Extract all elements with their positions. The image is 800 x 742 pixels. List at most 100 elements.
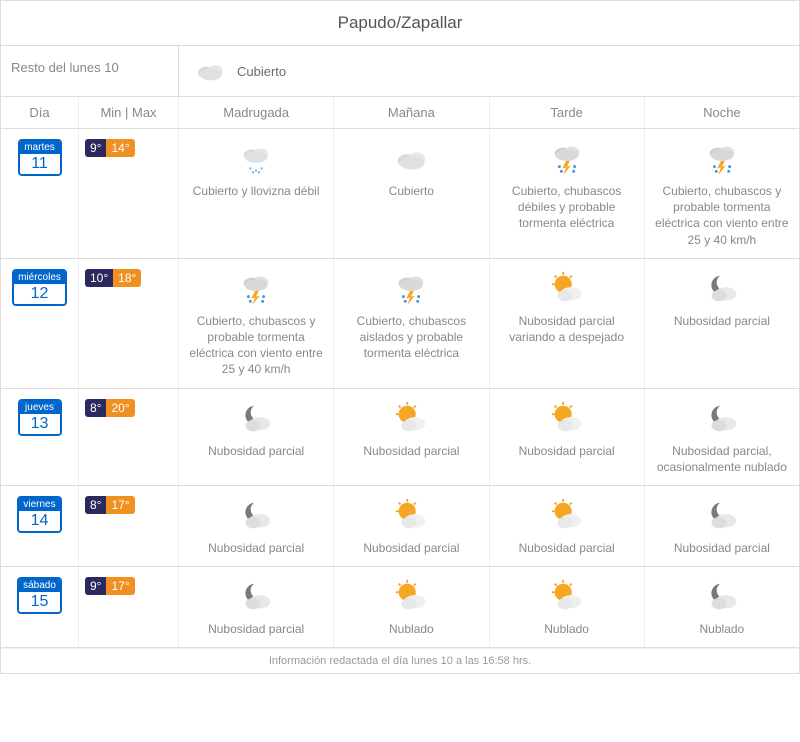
current-label: Resto del lunes 10 (1, 46, 179, 96)
day-number: 12 (14, 284, 65, 304)
date-badge: viernes 14 (17, 496, 61, 533)
minmax-cell: 9° 17° (79, 567, 179, 647)
minmax-cell: 8° 17° (79, 486, 179, 566)
date-badge: miércoles 12 (12, 269, 67, 306)
period-description: Cubierto, chubascos aislados y probable … (340, 313, 482, 362)
period-description: Nubosidad parcial (206, 621, 306, 637)
header-noche: Noche (645, 97, 799, 128)
header-minmax: Min | Max (79, 97, 179, 128)
moon-cloud-icon (237, 399, 275, 439)
period-description: Cubierto, chubascos y probable tormenta … (185, 313, 327, 378)
forecast-days: martes 11 9° 14° Cubierto y llovizna déb… (1, 129, 799, 648)
period-description: Nubosidad parcial (361, 540, 461, 556)
location-title: Papudo/Zapallar (1, 1, 799, 46)
period-cell: Cubierto, chubascos y probable tormenta … (645, 129, 799, 258)
temp-max: 18° (113, 269, 141, 287)
day-number: 13 (20, 414, 60, 434)
temp-badge: 8° 17° (85, 496, 135, 514)
day-cell: jueves 13 (1, 389, 79, 485)
period-cell: Nubosidad parcial, ocasionalmente nublad… (645, 389, 799, 485)
sun-cloud-icon (548, 496, 586, 536)
moon-cloud-icon (703, 269, 741, 309)
sun-cloud-icon (548, 577, 586, 617)
day-of-week: jueves (20, 401, 60, 414)
header-tarde: Tarde (490, 97, 645, 128)
period-cell: Nubosidad parcial (490, 486, 645, 566)
forecast-row: jueves 13 8° 20° Nubosidad parcial Nubos (1, 389, 799, 486)
moon-cloud-icon (703, 496, 741, 536)
day-cell: viernes 14 (1, 486, 79, 566)
period-cell: Nublado (490, 567, 645, 647)
period-cell: Cubierto, chubascos aislados y probable … (334, 259, 489, 388)
day-of-week: viernes (19, 498, 59, 511)
storm-icon (237, 269, 275, 309)
sun-cloud-icon (392, 577, 430, 617)
forecast-row: martes 11 9° 14° Cubierto y llovizna déb… (1, 129, 799, 259)
period-description: Cubierto y llovizna débil (191, 183, 322, 199)
drizzle-icon (237, 139, 275, 179)
current-conditions-row: Resto del lunes 10 Cubierto (1, 46, 799, 97)
period-description: Cubierto, chubascos débiles y probable t… (496, 183, 638, 232)
temp-badge: 10° 18° (85, 269, 141, 287)
period-cell: Nubosidad parcial (179, 389, 334, 485)
forecast-row: sábado 15 9° 17° Nubosidad parcial Nubla (1, 567, 799, 648)
period-cell: Nublado (334, 567, 489, 647)
current-condition-text: Cubierto (237, 64, 286, 79)
temp-min: 9° (85, 139, 106, 157)
forecast-row: viernes 14 8° 17° Nubosidad parcial Nubo (1, 486, 799, 567)
day-number: 15 (19, 592, 60, 612)
header-day: Día (1, 97, 79, 128)
day-number: 14 (19, 511, 59, 531)
period-description: Nubosidad parcial (206, 443, 306, 459)
cloud-icon (193, 54, 227, 88)
day-of-week: martes (20, 141, 60, 154)
period-description: Nubosidad parcial (517, 443, 617, 459)
day-of-week: miércoles (14, 271, 65, 284)
temp-max: 17° (106, 496, 134, 514)
date-badge: martes 11 (18, 139, 62, 176)
period-cell: Cubierto (334, 129, 489, 258)
cloud-icon (392, 139, 430, 179)
period-cell: Nubosidad parcial variando a despejado (490, 259, 645, 388)
period-description: Nubosidad parcial, ocasionalmente nublad… (651, 443, 793, 475)
period-cell: Cubierto, chubascos y probable tormenta … (179, 259, 334, 388)
period-description: Nubosidad parcial (361, 443, 461, 459)
period-description: Nublado (542, 621, 591, 637)
period-cell: Nubosidad parcial (645, 259, 799, 388)
temp-min: 10° (85, 269, 113, 287)
period-cell: Nublado (645, 567, 799, 647)
sun-cloud-icon (548, 399, 586, 439)
sun-cloud-icon (392, 399, 430, 439)
forecast-row: miércoles 12 10° 18° Cubierto, chubascos… (1, 259, 799, 389)
period-description: Nublado (387, 621, 436, 637)
temp-max: 14° (106, 139, 134, 157)
period-description: Nubosidad parcial (517, 540, 617, 556)
minmax-cell: 10° 18° (79, 259, 179, 388)
period-cell: Nubosidad parcial (490, 389, 645, 485)
temp-badge: 8° 20° (85, 399, 135, 417)
period-description: Nubosidad parcial (672, 313, 772, 329)
temp-min: 8° (85, 399, 106, 417)
date-badge: sábado 15 (17, 577, 62, 614)
period-cell: Nubosidad parcial (179, 567, 334, 647)
period-description: Nubosidad parcial (206, 540, 306, 556)
forecast-header-row: Día Min | Max Madrugada Mañana Tarde Noc… (1, 97, 799, 129)
weather-forecast-panel: Papudo/Zapallar Resto del lunes 10 Cubie… (0, 0, 800, 674)
period-cell: Cubierto, chubascos débiles y probable t… (490, 129, 645, 258)
day-cell: sábado 15 (1, 567, 79, 647)
period-description: Nublado (698, 621, 747, 637)
day-of-week: sábado (19, 579, 60, 592)
period-cell: Nubosidad parcial (334, 486, 489, 566)
storm-icon (548, 139, 586, 179)
temp-badge: 9° 14° (85, 139, 135, 157)
moon-cloud-icon (703, 399, 741, 439)
storm-icon (392, 269, 430, 309)
period-cell: Nubosidad parcial (179, 486, 334, 566)
period-description: Cubierto (387, 183, 436, 199)
period-description: Nubosidad parcial (672, 540, 772, 556)
period-description: Nubosidad parcial variando a despejado (496, 313, 638, 345)
footer-note: Información redactada el día lunes 10 a … (1, 648, 799, 673)
temp-badge: 9° 17° (85, 577, 135, 595)
temp-min: 9° (85, 577, 106, 595)
temp-max: 17° (106, 577, 134, 595)
